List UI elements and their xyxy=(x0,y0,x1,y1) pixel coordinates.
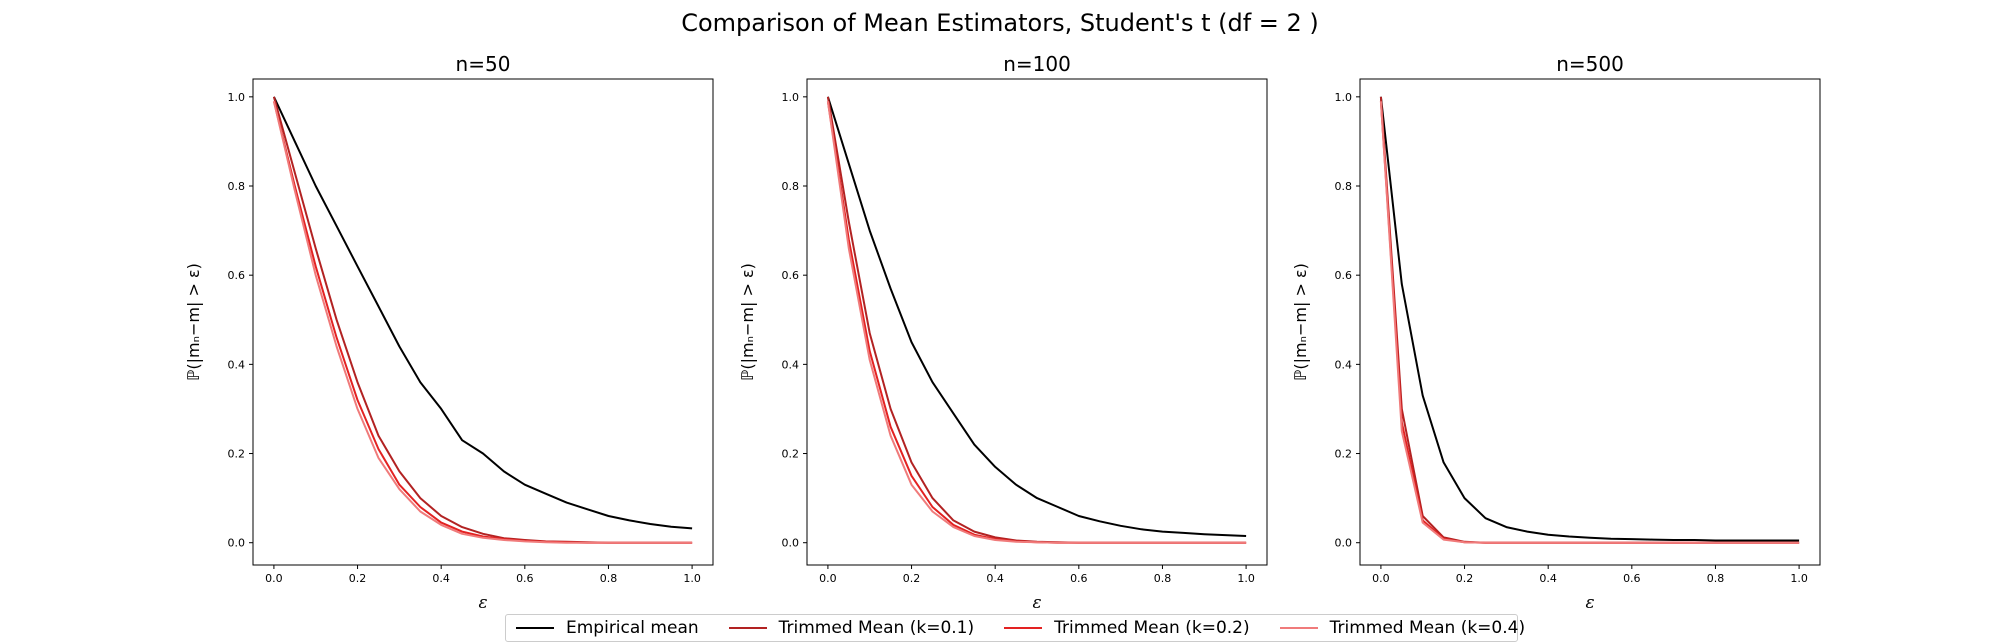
y-tick-label: 0.0 xyxy=(228,537,246,550)
figure-suptitle: Comparison of Mean Estimators, Student's… xyxy=(681,9,1319,37)
legend-item-trimmed-0-4: Trimmed Mean (k=0.4) xyxy=(1270,615,1545,641)
y-tick-label: 0.4 xyxy=(782,358,800,371)
y-tick-label: 0.6 xyxy=(228,269,246,282)
panel-title: n=500 xyxy=(1556,52,1624,76)
legend-label-empirical-mean: Empirical mean xyxy=(566,618,699,638)
x-tick-label: 0.4 xyxy=(432,572,450,585)
legend-swatch-trimmed-0-1 xyxy=(728,627,767,629)
legend-swatch-trimmed-0-2 xyxy=(1004,627,1043,629)
y-tick-label: 0.8 xyxy=(1335,180,1353,193)
series-line-trimmed-mean-k-0-1 xyxy=(272,96,693,544)
series-line-empirical-mean xyxy=(1379,96,1800,542)
panel-n-50: n=50 0.0 0.2 0.4 0.6 0.8 1.0 0.0 0.2 0.4 0.6 0.8 1.0… xyxy=(184,52,714,613)
y-tick-label: 0.4 xyxy=(228,358,246,371)
x-tick-label: 0.6 xyxy=(516,572,534,585)
x-tick-label: 0.8 xyxy=(600,572,618,585)
x-axis-label: ε xyxy=(1585,593,1594,613)
x-tick-label: 0.6 xyxy=(1623,572,1641,585)
x-tick-label: 1.0 xyxy=(1237,572,1255,585)
legend-swatch-trimmed-0-4 xyxy=(1279,627,1318,629)
x-axis-label: ε xyxy=(478,593,487,613)
legend-item-empirical-mean: Empirical mean xyxy=(506,615,719,641)
y-tick-label: 0.8 xyxy=(228,180,246,193)
axes-frame xyxy=(252,78,714,566)
y-tick-label: 1.0 xyxy=(782,91,800,104)
y-tick-label: 1.0 xyxy=(228,91,246,104)
panels: n=50 0.0 0.2 0.4 0.6 0.8 1.0 0.0 0.2 0.4 0.6 0.8 1.0… xyxy=(184,52,1821,613)
panel-title: n=100 xyxy=(1003,52,1071,76)
y-tick-label: 0.4 xyxy=(1335,358,1353,371)
panel-title: n=50 xyxy=(456,52,511,76)
y-axis-label: ℙ(|mₙ−m| > ε) xyxy=(738,263,757,381)
axes-frame xyxy=(1359,78,1821,566)
legend-label-trimmed-0-4: Trimmed Mean (k=0.4) xyxy=(1329,618,1526,638)
series-line-trimmed-mean-k-0-4 xyxy=(826,101,1247,544)
y-tick-label: 0.0 xyxy=(1335,537,1353,550)
x-tick-label: 1.0 xyxy=(683,572,701,585)
legend-item-trimmed-0-2: Trimmed Mean (k=0.2) xyxy=(994,615,1269,641)
x-tick-label: 0.8 xyxy=(1707,572,1725,585)
x-tick-label: 1.0 xyxy=(1790,572,1808,585)
series-line-empirical-mean xyxy=(272,96,693,530)
series-line-empirical-mean xyxy=(826,96,1247,537)
legend-label-trimmed-0-2: Trimmed Mean (k=0.2) xyxy=(1054,618,1250,638)
y-tick-label: 0.2 xyxy=(782,448,800,461)
y-tick-label: 0.6 xyxy=(1335,269,1353,282)
x-tick-label: 0.6 xyxy=(1070,572,1088,585)
series-line-trimmed-mean-k-0-2 xyxy=(826,101,1247,544)
x-tick-label: 0.0 xyxy=(819,572,837,585)
x-tick-label: 0.2 xyxy=(349,572,367,585)
x-tick-label: 0.2 xyxy=(1456,572,1474,585)
y-tick-label: 0.8 xyxy=(782,180,800,193)
axes-frame xyxy=(806,78,1268,566)
series-line-trimmed-mean-k-0-1 xyxy=(1379,96,1800,544)
series-line-trimmed-mean-k-0-2 xyxy=(1379,101,1800,544)
y-axis-label: ℙ(|mₙ−m| > ε) xyxy=(184,263,203,381)
legend-swatch-empirical-mean xyxy=(516,627,554,629)
x-tick-label: 0.0 xyxy=(265,572,283,585)
x-tick-label: 0.4 xyxy=(1539,572,1557,585)
y-axis-label: ℙ(|mₙ−m| > ε) xyxy=(1291,263,1310,381)
series-line-trimmed-mean-k-0-4 xyxy=(1379,101,1800,544)
panel-n-500: n=500 0.0 0.2 0.4 0.6 0.8 1.0 0.0 0.2 0.4 0.6 0.8 1.… xyxy=(1291,52,1821,613)
x-tick-label: 0.8 xyxy=(1154,572,1172,585)
series-line-trimmed-mean-k-0-1 xyxy=(826,96,1247,544)
x-tick-label: 0.4 xyxy=(986,572,1004,585)
series-line-trimmed-mean-k-0-4 xyxy=(272,101,693,544)
legend-item-trimmed-0-1: Trimmed Mean (k=0.1) xyxy=(719,615,994,641)
y-tick-label: 0.2 xyxy=(228,448,246,461)
y-tick-label: 0.0 xyxy=(782,537,800,550)
panel-n-100: n=100 0.0 0.2 0.4 0.6 0.8 1.0 0.0 0.2 0.4 0.6 0.8 1.… xyxy=(738,52,1268,613)
x-axis-label: ε xyxy=(1032,593,1041,613)
y-tick-label: 1.0 xyxy=(1335,91,1353,104)
x-tick-label: 0.2 xyxy=(903,572,921,585)
legend: Empirical mean Trimmed Mean (k=0.1) Trim… xyxy=(505,614,1525,642)
x-tick-label: 0.0 xyxy=(1372,572,1390,585)
y-tick-label: 0.6 xyxy=(782,269,800,282)
y-tick-label: 0.2 xyxy=(1335,448,1353,461)
legend-label-trimmed-0-1: Trimmed Mean (k=0.1) xyxy=(778,618,975,638)
